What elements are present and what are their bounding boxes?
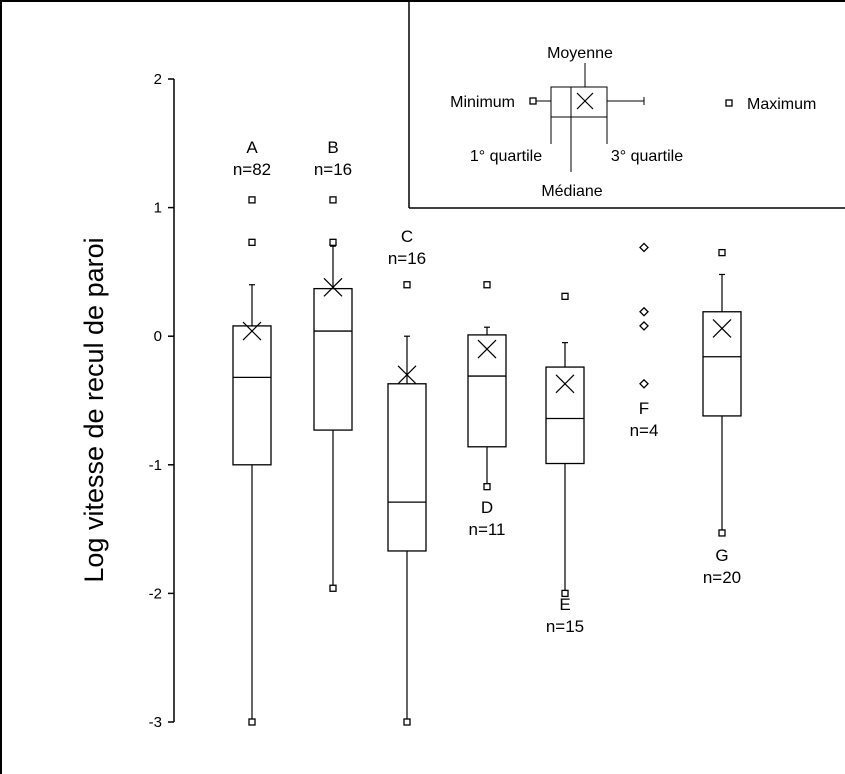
group-label: A — [246, 138, 258, 157]
legend-minimum-marker — [529, 97, 537, 105]
group-label: C — [401, 227, 413, 246]
minimum-marker — [248, 718, 256, 726]
legend-minimum-label: Minimum — [450, 94, 515, 111]
y-ticks: 2 1 0 -1 -2 -3 — [149, 71, 174, 731]
y-tick-label: -1 — [149, 457, 162, 474]
mean-marker — [397, 365, 417, 385]
group-n-label: n=4 — [630, 421, 659, 440]
data-point — [639, 378, 649, 389]
box-d: Dn=11 — [467, 281, 507, 539]
y-tick-label: 1 — [154, 200, 162, 217]
minimum-marker — [329, 584, 337, 592]
box-iqr — [545, 366, 585, 465]
box-iqr — [702, 311, 742, 417]
outlier-marker — [483, 281, 491, 289]
box-e: En=15 — [545, 292, 585, 636]
data-point — [639, 320, 649, 331]
y-axis-label: Log vitesse de recul de paroi — [79, 237, 109, 582]
group-label: B — [327, 138, 338, 157]
legend-mean-marker — [576, 92, 594, 110]
mean-marker — [323, 277, 343, 297]
group-label: E — [559, 595, 570, 614]
group-n-label: n=11 — [468, 520, 505, 539]
data-point — [639, 242, 649, 253]
legend-mediane-label: Médiane — [541, 183, 602, 200]
group-n-label: n=16 — [388, 249, 426, 268]
y-tick-label: 0 — [154, 328, 162, 345]
outlier-marker — [403, 281, 411, 289]
outlier-marker — [329, 196, 337, 204]
y-tick-label: 2 — [154, 71, 162, 88]
mean-marker — [477, 339, 497, 359]
box-iqr — [313, 287, 353, 431]
y-tick-label: -3 — [149, 714, 162, 731]
box-c: Cn=16 — [387, 227, 427, 726]
box-iqr — [232, 325, 272, 466]
minimum-marker — [483, 483, 491, 491]
group-label: G — [715, 546, 728, 565]
legend-q3-label: 3° quartile — [611, 148, 683, 165]
mean-marker — [555, 374, 575, 394]
outlier-marker — [248, 196, 256, 204]
box-iqr — [467, 334, 507, 448]
outlier-marker — [561, 292, 569, 300]
data-point — [639, 306, 649, 317]
box-a: An=82 — [232, 138, 272, 726]
group-n-label: n=16 — [314, 160, 352, 179]
group-n-label: n=82 — [233, 160, 271, 179]
minimum-marker — [718, 529, 726, 537]
legend-q1-label: 1° quartile — [470, 148, 542, 165]
outlier-marker — [329, 238, 337, 246]
mean-marker — [242, 321, 262, 341]
box-g: Gn=20 — [702, 248, 742, 587]
legend-maximum-label: Maximum — [747, 96, 816, 113]
legend: Minimum Moyenne 1° quartile 3° quartile … — [408, 0, 845, 209]
group-n-label: n=20 — [703, 568, 741, 587]
legend-box — [550, 86, 608, 118]
box-f: Fn=4 — [630, 242, 659, 440]
group-label: F — [639, 399, 649, 418]
y-tick-label: -2 — [149, 585, 162, 602]
group-n-label: n=15 — [546, 617, 584, 636]
group-label: D — [481, 498, 493, 517]
box-b: Bn=16 — [313, 138, 353, 592]
legend-maximum-marker — [725, 99, 733, 107]
minimum-marker — [403, 718, 411, 726]
legend-moyenne-label: Moyenne — [547, 45, 613, 62]
mean-marker — [712, 319, 732, 338]
outlier-marker — [248, 238, 256, 246]
minimum-marker — [561, 589, 569, 598]
outlier-marker — [718, 248, 726, 257]
box-iqr — [387, 383, 427, 552]
